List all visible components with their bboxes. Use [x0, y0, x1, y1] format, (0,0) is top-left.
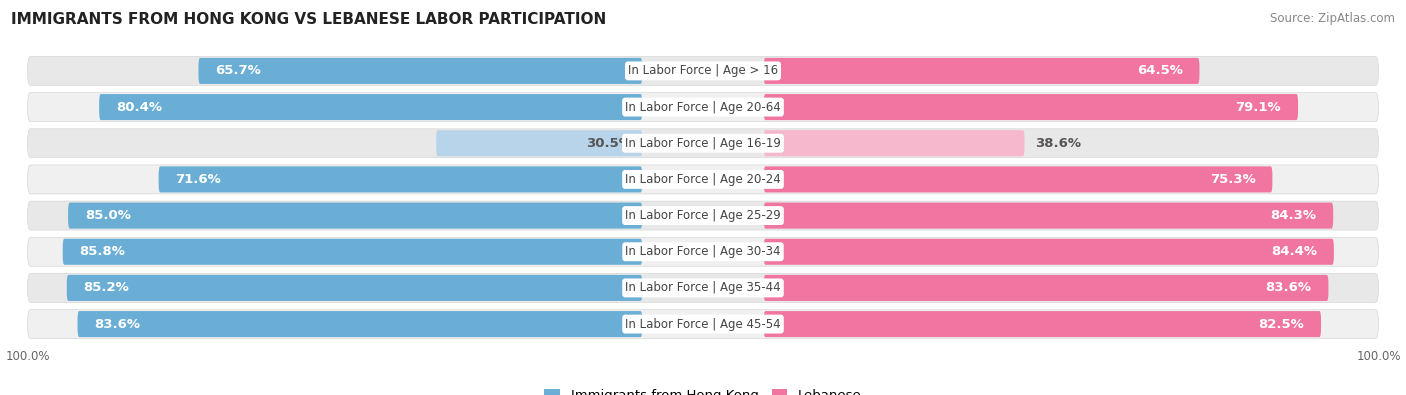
- Text: 85.0%: 85.0%: [84, 209, 131, 222]
- Text: 79.1%: 79.1%: [1236, 101, 1281, 114]
- FancyBboxPatch shape: [28, 273, 1378, 303]
- Text: 75.3%: 75.3%: [1209, 173, 1256, 186]
- Legend: Immigrants from Hong Kong, Lebanese: Immigrants from Hong Kong, Lebanese: [538, 384, 868, 395]
- FancyBboxPatch shape: [28, 310, 1378, 339]
- FancyBboxPatch shape: [159, 166, 643, 192]
- FancyBboxPatch shape: [66, 275, 643, 301]
- FancyBboxPatch shape: [763, 239, 1334, 265]
- Text: 30.5%: 30.5%: [586, 137, 633, 150]
- Text: In Labor Force | Age 20-64: In Labor Force | Age 20-64: [626, 101, 780, 114]
- Text: 85.8%: 85.8%: [80, 245, 125, 258]
- Text: 65.7%: 65.7%: [215, 64, 262, 77]
- FancyBboxPatch shape: [763, 203, 1333, 229]
- FancyBboxPatch shape: [763, 94, 1298, 120]
- FancyBboxPatch shape: [28, 92, 1378, 122]
- FancyBboxPatch shape: [67, 203, 643, 229]
- Text: IMMIGRANTS FROM HONG KONG VS LEBANESE LABOR PARTICIPATION: IMMIGRANTS FROM HONG KONG VS LEBANESE LA…: [11, 12, 606, 27]
- Text: In Labor Force | Age 20-24: In Labor Force | Age 20-24: [626, 173, 780, 186]
- Text: In Labor Force | Age 16-19: In Labor Force | Age 16-19: [626, 137, 780, 150]
- FancyBboxPatch shape: [763, 130, 1025, 156]
- Text: In Labor Force | Age > 16: In Labor Force | Age > 16: [628, 64, 778, 77]
- Text: 38.6%: 38.6%: [1035, 137, 1081, 150]
- FancyBboxPatch shape: [63, 239, 643, 265]
- FancyBboxPatch shape: [198, 58, 643, 84]
- Text: 82.5%: 82.5%: [1258, 318, 1305, 331]
- FancyBboxPatch shape: [28, 237, 1378, 266]
- FancyBboxPatch shape: [28, 129, 1378, 158]
- Text: 83.6%: 83.6%: [1265, 281, 1312, 294]
- Text: In Labor Force | Age 35-44: In Labor Force | Age 35-44: [626, 281, 780, 294]
- FancyBboxPatch shape: [436, 130, 643, 156]
- Text: 71.6%: 71.6%: [176, 173, 221, 186]
- FancyBboxPatch shape: [100, 94, 643, 120]
- FancyBboxPatch shape: [28, 165, 1378, 194]
- Text: 84.4%: 84.4%: [1271, 245, 1317, 258]
- Text: In Labor Force | Age 25-29: In Labor Force | Age 25-29: [626, 209, 780, 222]
- Text: In Labor Force | Age 45-54: In Labor Force | Age 45-54: [626, 318, 780, 331]
- Text: In Labor Force | Age 30-34: In Labor Force | Age 30-34: [626, 245, 780, 258]
- FancyBboxPatch shape: [28, 201, 1378, 230]
- FancyBboxPatch shape: [763, 166, 1272, 192]
- Text: 84.3%: 84.3%: [1270, 209, 1316, 222]
- FancyBboxPatch shape: [28, 56, 1378, 85]
- Text: 64.5%: 64.5%: [1136, 64, 1182, 77]
- FancyBboxPatch shape: [77, 311, 643, 337]
- FancyBboxPatch shape: [763, 311, 1322, 337]
- Text: 83.6%: 83.6%: [94, 318, 141, 331]
- Text: 80.4%: 80.4%: [117, 101, 162, 114]
- FancyBboxPatch shape: [763, 275, 1329, 301]
- FancyBboxPatch shape: [763, 58, 1199, 84]
- Text: 85.2%: 85.2%: [83, 281, 129, 294]
- Text: Source: ZipAtlas.com: Source: ZipAtlas.com: [1270, 12, 1395, 25]
